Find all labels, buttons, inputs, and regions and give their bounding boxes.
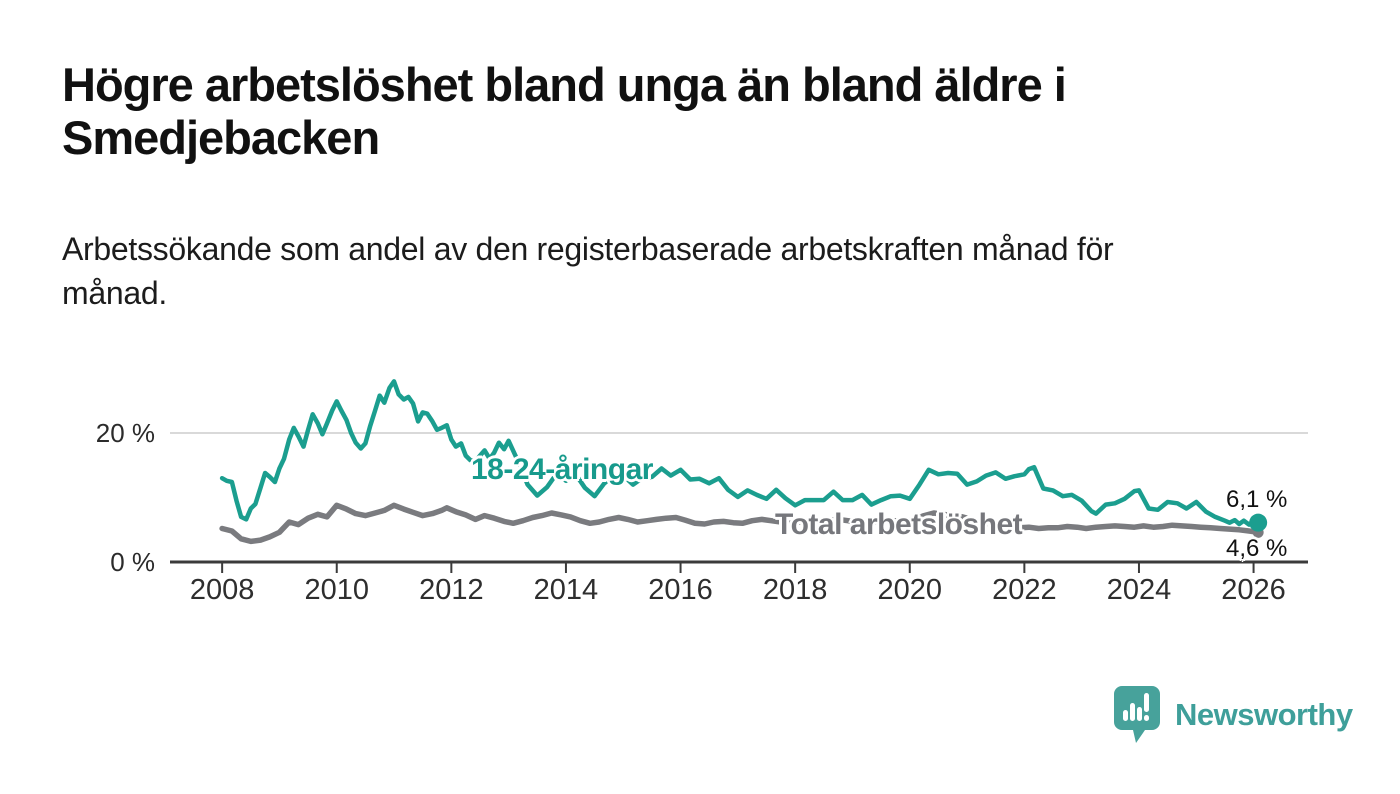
y-tick-label: 0 % xyxy=(110,547,155,577)
x-tick-label: 2010 xyxy=(304,574,369,606)
x-tick-label: 2018 xyxy=(762,574,828,606)
y-tick-label: 20 % xyxy=(95,418,155,449)
x-tick-label: 2012 xyxy=(419,574,484,606)
newsworthy-bar-chart-bubble-icon xyxy=(1114,686,1160,743)
page-title: Högre arbetslöshet bland unga än bland ä… xyxy=(62,58,1067,164)
brand-name: Newsworthy xyxy=(1175,697,1353,732)
value-label-youth: 6,1 % xyxy=(1226,486,1288,513)
newsworthy-logo: Newsworthy xyxy=(1114,686,1353,744)
x-tick-label: 2014 xyxy=(533,574,599,606)
x-tick-label: 2008 xyxy=(189,574,255,606)
x-tick-label: 2022 xyxy=(992,574,1057,606)
series-label-total: Total arbetslöshet xyxy=(775,508,1023,541)
series-label-youth: 18-24-åringar xyxy=(471,453,653,486)
x-tick-label: 2026 xyxy=(1221,574,1286,606)
x-tick-label: 2020 xyxy=(877,574,942,606)
page-subtitle: Arbetssökande som andel av den registerb… xyxy=(62,231,1114,311)
x-tick-label: 2024 xyxy=(1106,574,1172,606)
value-label-total: 4,6 % xyxy=(1226,535,1288,562)
x-tick-label: 2016 xyxy=(648,574,713,606)
